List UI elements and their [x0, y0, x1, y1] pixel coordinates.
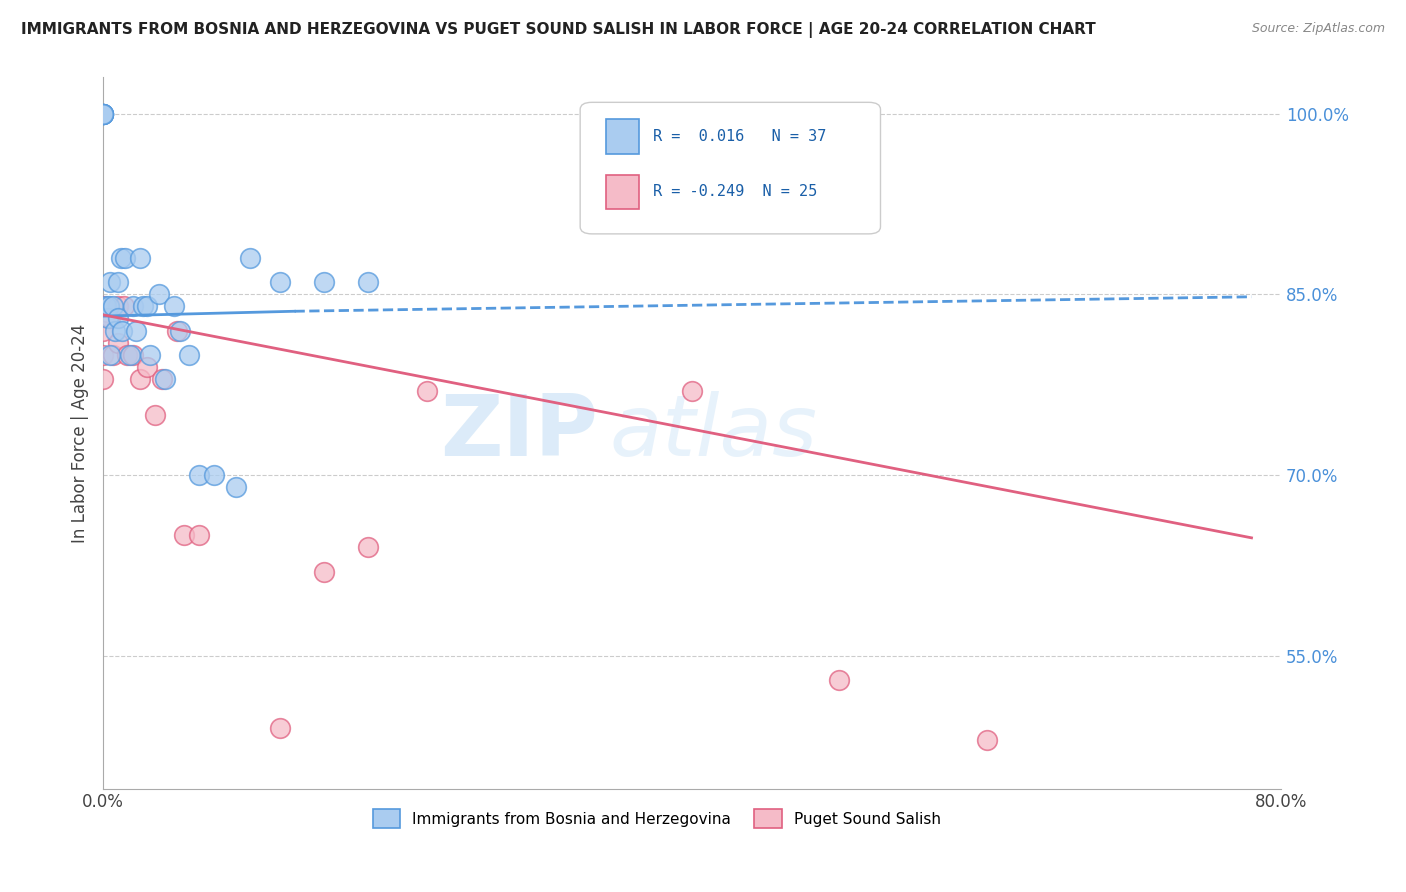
Text: Source: ZipAtlas.com: Source: ZipAtlas.com — [1251, 22, 1385, 36]
Legend: Immigrants from Bosnia and Herzegovina, Puget Sound Salish: Immigrants from Bosnia and Herzegovina, … — [367, 804, 946, 834]
Point — [177, 348, 200, 362]
Point — [100, 311, 122, 326]
Point — [94, 300, 117, 314]
Point — [173, 528, 195, 542]
Point — [239, 251, 262, 265]
Point — [91, 106, 114, 120]
Point — [202, 468, 225, 483]
Point — [98, 300, 121, 314]
Point — [129, 251, 152, 265]
Point — [107, 300, 129, 314]
Point — [150, 372, 173, 386]
Point — [91, 348, 114, 362]
Text: atlas: atlas — [610, 392, 818, 475]
Point — [312, 276, 335, 290]
Point — [681, 384, 703, 398]
Point — [111, 324, 134, 338]
Point — [91, 106, 114, 120]
Point — [91, 324, 114, 338]
Point — [91, 106, 114, 120]
Point — [112, 300, 135, 314]
Point — [110, 251, 132, 265]
Point — [357, 541, 380, 555]
Point — [828, 673, 851, 687]
Point — [166, 324, 188, 338]
Point — [225, 480, 247, 494]
Text: R = -0.249  N = 25: R = -0.249 N = 25 — [654, 185, 817, 200]
Point — [96, 311, 118, 326]
Point — [91, 106, 114, 120]
Point — [121, 300, 143, 314]
Point — [107, 335, 129, 350]
Point — [148, 287, 170, 301]
Point — [121, 348, 143, 362]
Text: R =  0.016   N = 37: R = 0.016 N = 37 — [654, 129, 827, 144]
Point — [115, 348, 138, 362]
Point — [187, 468, 209, 483]
Point — [312, 565, 335, 579]
Point — [136, 300, 159, 314]
Point — [163, 300, 186, 314]
Point — [107, 276, 129, 290]
Point — [153, 372, 176, 386]
Point — [114, 251, 136, 265]
Point — [91, 372, 114, 386]
Point — [124, 324, 146, 338]
Point — [269, 721, 291, 735]
Point — [91, 300, 114, 314]
Point — [103, 348, 125, 362]
Point — [136, 359, 159, 374]
Point — [100, 276, 122, 290]
Point — [103, 300, 125, 314]
Point — [169, 324, 191, 338]
FancyBboxPatch shape — [606, 120, 640, 153]
Point — [187, 528, 209, 542]
Text: IMMIGRANTS FROM BOSNIA AND HERZEGOVINA VS PUGET SOUND SALISH IN LABOR FORCE | AG: IMMIGRANTS FROM BOSNIA AND HERZEGOVINA V… — [21, 22, 1095, 38]
Point — [107, 311, 129, 326]
Point — [143, 408, 166, 422]
Point — [129, 372, 152, 386]
Point — [91, 106, 114, 120]
Point — [104, 324, 127, 338]
Text: ZIP: ZIP — [440, 392, 598, 475]
Point — [139, 348, 162, 362]
Point — [357, 276, 380, 290]
Point — [976, 733, 998, 747]
FancyBboxPatch shape — [581, 103, 880, 234]
Point — [91, 106, 114, 120]
FancyBboxPatch shape — [606, 175, 640, 209]
Point — [100, 348, 122, 362]
Y-axis label: In Labor Force | Age 20-24: In Labor Force | Age 20-24 — [72, 324, 89, 542]
Point — [416, 384, 439, 398]
Point — [269, 276, 291, 290]
Point — [132, 300, 155, 314]
Point — [118, 348, 141, 362]
